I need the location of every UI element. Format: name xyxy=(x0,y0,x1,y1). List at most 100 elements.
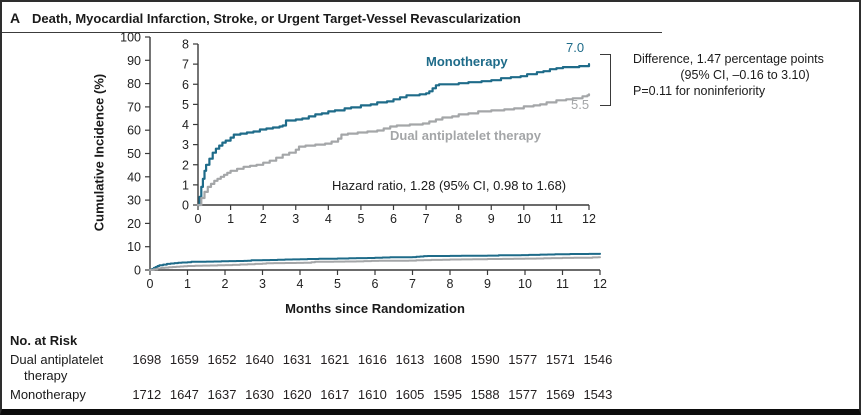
y-tick-label: 20 xyxy=(127,217,141,231)
y-tick-label: 50 xyxy=(127,147,141,161)
y-tick-label: 0 xyxy=(182,199,189,213)
at-risk-value: 1637 xyxy=(207,387,237,402)
x-tick-label: 3 xyxy=(259,277,266,291)
x-tick-label: 11 xyxy=(550,212,563,226)
panel-letter: A xyxy=(10,10,21,26)
x-tick-label: 2 xyxy=(222,277,229,291)
y-tick-label: 7 xyxy=(182,58,189,72)
difference-line2: (95% CI, –0.16 to 3.10) xyxy=(680,68,810,82)
at-risk-row-label-dual: Dual antiplatelet xyxy=(10,352,104,367)
at-risk-value: 1712 xyxy=(132,387,162,402)
at-risk-values-dual: 1698 1659 1652 1640 1631 1621 1616 1613 1608 1590… xyxy=(128,352,617,367)
x-tick-label: 0 xyxy=(147,277,154,291)
x-tick-label: 6 xyxy=(390,212,397,226)
x-tick-label: 2 xyxy=(260,212,267,226)
at-risk-value: 1630 xyxy=(245,387,275,402)
x-tick-label: 1 xyxy=(184,277,191,291)
legend-monotherapy: Monotherapy xyxy=(426,54,508,69)
at-risk-value: 1631 xyxy=(282,352,312,367)
y-tick-label: 90 xyxy=(127,54,141,68)
at-risk-value: 1577 xyxy=(508,387,538,402)
at-risk-values-monotherapy: 1712 1647 1637 1630 1620 1617 1610 1605 1595 1588… xyxy=(128,387,617,402)
x-tick-label: 8 xyxy=(447,277,454,291)
y-tick-label: 4 xyxy=(182,118,189,132)
y-tick-label: 3 xyxy=(182,138,189,152)
y-tick-label: 2 xyxy=(182,158,189,172)
x-tick-label: 11 xyxy=(556,277,569,291)
difference-annotation: Difference, 1.47 percentage points (95% … xyxy=(633,51,857,99)
at-risk-value: 1617 xyxy=(320,387,350,402)
y-tick-label: 60 xyxy=(127,124,141,138)
y-tick-label: 0 xyxy=(134,264,141,278)
at-risk-value: 1616 xyxy=(357,352,387,367)
difference-bracket xyxy=(600,54,611,106)
at-risk-value: 1647 xyxy=(169,387,199,402)
x-tick-label: 10 xyxy=(517,212,531,226)
x-tick-label: 5 xyxy=(334,277,341,291)
endpoint-value-monotherapy: 7.0 xyxy=(566,40,585,55)
difference-line3: P=0.11 for noninferiority xyxy=(633,84,766,98)
at-risk-value: 1577 xyxy=(508,352,538,367)
at-risk-row-label-dual-2: therapy xyxy=(24,368,68,383)
x-tick-label: 9 xyxy=(488,212,495,226)
x-axis-title: Months since Randomization xyxy=(285,301,465,316)
at-risk-value: 1588 xyxy=(470,387,500,402)
endpoint-value-dual: 5.5 xyxy=(571,97,590,112)
x-tick-label: 9 xyxy=(484,277,491,291)
y-tick-label: 40 xyxy=(127,170,141,184)
y-tick-label: 80 xyxy=(127,77,141,91)
at-risk-value: 1620 xyxy=(282,387,312,402)
y-tick-label: 5 xyxy=(182,98,189,112)
legend-dual-antiplatelet: Dual antiplatelet therapy xyxy=(390,128,541,143)
y-tick-label: 1 xyxy=(182,178,189,192)
panel-title: Death, Myocardial Infarction, Stroke, or… xyxy=(32,11,521,26)
at-risk-value: 1608 xyxy=(433,352,462,367)
at-risk-value: 1569 xyxy=(545,387,575,402)
y-tick-label: 70 xyxy=(127,100,141,114)
x-tick-label: 0 xyxy=(195,212,202,226)
at-risk-row-label-monotherapy: Monotherapy xyxy=(10,387,86,402)
at-risk-value: 1659 xyxy=(169,352,199,367)
at-risk-header: No. at Risk xyxy=(10,333,78,348)
at-risk-value: 1621 xyxy=(320,352,350,367)
at-risk-value: 1652 xyxy=(207,352,237,367)
x-tick-label: 1 xyxy=(227,212,234,226)
x-tick-label: 12 xyxy=(593,277,607,291)
at-risk-value: 1610 xyxy=(357,387,387,402)
at-risk-value: 1613 xyxy=(395,352,425,367)
curve-dual-antiplatelet xyxy=(149,256,601,271)
y-tick-label: 10 xyxy=(127,240,141,254)
title-divider xyxy=(2,32,662,33)
y-tick-label: 6 xyxy=(182,78,189,92)
x-tick-label: 4 xyxy=(325,212,332,226)
x-tick-label: 4 xyxy=(297,277,304,291)
curve-monotherapy xyxy=(196,62,591,207)
at-risk-value: 1605 xyxy=(395,387,425,402)
curve-dual-antiplatelet xyxy=(196,93,591,207)
y-tick-label: 100 xyxy=(120,31,141,45)
x-tick-label: 10 xyxy=(518,277,532,291)
at-risk-value: 1595 xyxy=(433,387,462,402)
x-tick-label: 3 xyxy=(292,212,299,226)
hazard-ratio-annotation: Hazard ratio, 1.28 (95% CI, 0.98 to 1.68… xyxy=(332,178,567,193)
x-tick-label: 7 xyxy=(423,212,430,226)
x-tick-label: 6 xyxy=(372,277,379,291)
x-tick-label: 8 xyxy=(455,212,462,226)
x-tick-label: 7 xyxy=(409,277,416,291)
at-risk-value: 1640 xyxy=(245,352,275,367)
x-tick-label: 5 xyxy=(357,212,364,226)
at-risk-value: 1543 xyxy=(583,387,613,402)
at-risk-value: 1698 xyxy=(132,352,162,367)
at-risk-value: 1590 xyxy=(470,352,500,367)
curve-monotherapy xyxy=(149,252,601,271)
y-tick-label: 8 xyxy=(182,38,189,52)
at-risk-value: 1571 xyxy=(545,352,575,367)
y-tick-label: 30 xyxy=(127,194,141,208)
difference-line1: Difference, 1.47 percentage points xyxy=(633,52,824,66)
at-risk-value: 1546 xyxy=(583,352,613,367)
y-axis-title: Cumulative Incidence (%) xyxy=(91,73,107,232)
x-tick-label: 12 xyxy=(582,212,596,226)
